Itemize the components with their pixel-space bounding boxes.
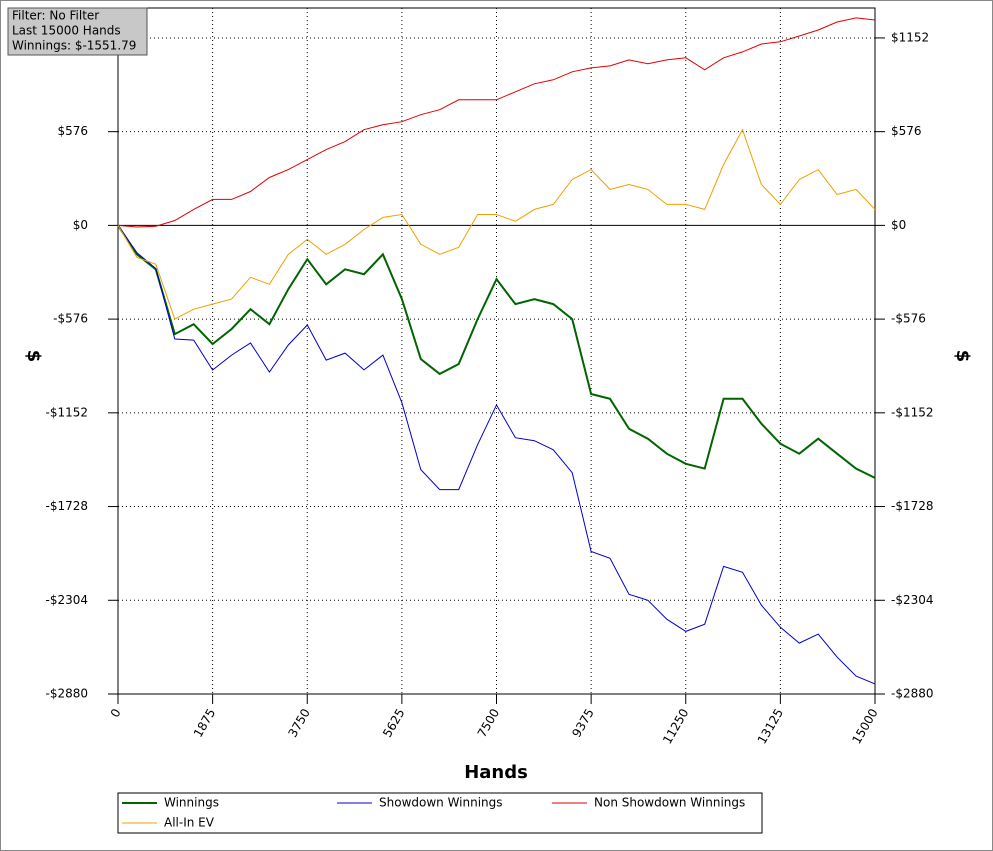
- info-line: Winnings: $-1551.79: [12, 39, 136, 53]
- y2-tick-label: -$576: [891, 312, 926, 326]
- y2-tick-label: -$2304: [891, 593, 934, 607]
- y2-tick-label: $1152: [891, 30, 929, 44]
- series-line: [117, 17, 876, 228]
- y-tick-label: -$2880: [45, 687, 88, 701]
- plot-area: [117, 7, 876, 695]
- y2-tick-label: -$2880: [891, 687, 934, 701]
- legend: [117, 792, 763, 834]
- series-line: [117, 128, 876, 320]
- y-axis-title: $: [23, 350, 44, 363]
- y2-tick-label: $576: [891, 124, 922, 138]
- info-line: Filter: No Filter: [12, 9, 99, 23]
- legend-label: Showdown Winnings: [379, 796, 503, 810]
- legend-label: Winnings: [164, 796, 219, 810]
- y-tick-label: -$1728: [45, 499, 88, 513]
- series-line: [117, 225, 876, 685]
- series-line: [117, 224, 876, 479]
- y2-axis-title: $: [952, 350, 973, 363]
- y-tick-label: $0: [73, 218, 88, 232]
- x-axis-title: Hands: [464, 762, 528, 783]
- y-tick-label: -$1152: [45, 405, 88, 419]
- y-tick-label: -$576: [53, 312, 88, 326]
- info-line: Last 15000 Hands: [12, 24, 121, 38]
- y2-tick-label: -$1152: [891, 405, 934, 419]
- legend-label: All-In EV: [164, 816, 215, 830]
- info-box: [7, 7, 148, 56]
- legend-label: Non Showdown Winnings: [594, 796, 745, 810]
- y2-tick-label: $0: [891, 218, 906, 232]
- y-tick-label: $576: [57, 124, 88, 138]
- y-tick-label: -$2304: [45, 593, 88, 607]
- y2-tick-label: -$1728: [891, 499, 934, 513]
